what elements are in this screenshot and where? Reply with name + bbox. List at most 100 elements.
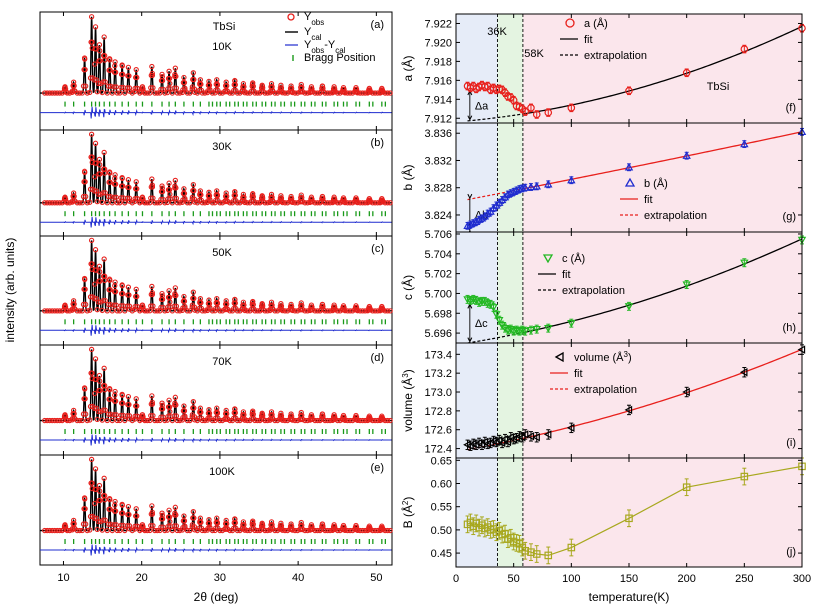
yobs-point bbox=[180, 415, 186, 421]
yobs-point bbox=[387, 308, 393, 314]
yobs-point bbox=[92, 356, 99, 362]
yobs-point bbox=[213, 525, 219, 531]
yobs-point bbox=[224, 415, 230, 422]
bragg-ticks bbox=[64, 539, 387, 544]
yobs-point bbox=[353, 304, 360, 311]
yobs-point bbox=[268, 519, 275, 525]
yobs-point bbox=[344, 200, 351, 206]
yobs-point bbox=[132, 413, 138, 419]
yobs-point bbox=[154, 90, 160, 96]
yobs-point bbox=[104, 90, 110, 96]
yobs-point bbox=[214, 81, 220, 87]
yobs-point bbox=[72, 415, 78, 422]
yobs-point bbox=[181, 513, 187, 519]
yobs-point bbox=[169, 308, 175, 314]
yobs-point bbox=[95, 518, 101, 525]
yobs-point bbox=[173, 303, 180, 309]
y-tick-label: 172.4 bbox=[424, 444, 452, 456]
y-axis-label: c (Å) bbox=[400, 275, 415, 300]
yobs-point bbox=[148, 85, 154, 91]
yobs-point bbox=[240, 519, 247, 525]
x-tick-label: 50 bbox=[508, 573, 520, 585]
yobs-point bbox=[71, 411, 77, 417]
yobs-point bbox=[83, 301, 89, 308]
yobs-point bbox=[117, 308, 123, 314]
yobs-point bbox=[114, 308, 120, 314]
yobs-point bbox=[207, 198, 213, 204]
yobs-point bbox=[140, 304, 146, 310]
yobs-point bbox=[93, 376, 99, 383]
yobs-point bbox=[232, 300, 238, 306]
param-panel-2: Δc 5.696 5.698 5.700 5.702 5.704 5.706 c (Å) (h)… bbox=[400, 229, 807, 344]
region-label-36k: 36K bbox=[487, 26, 507, 38]
y-tick-label: 0.50 bbox=[431, 525, 452, 537]
yobs-point bbox=[259, 82, 265, 88]
yobs-point bbox=[164, 199, 170, 206]
yobs-point bbox=[101, 34, 107, 40]
label-part: obs bbox=[311, 46, 324, 55]
yobs-point bbox=[374, 527, 381, 534]
yobs-point bbox=[111, 302, 117, 308]
yobs-point bbox=[372, 527, 378, 534]
yobs-point bbox=[299, 526, 306, 532]
yobs-point bbox=[112, 59, 118, 65]
yobs-point bbox=[224, 301, 230, 307]
yobs-point bbox=[92, 61, 98, 67]
data-point bbox=[567, 175, 576, 184]
data-point bbox=[518, 183, 527, 192]
yobs-point bbox=[154, 308, 160, 314]
yobs-point bbox=[113, 84, 119, 90]
y-tick-label: 172.8 bbox=[424, 406, 452, 418]
data-point bbox=[544, 108, 553, 117]
yobs-point bbox=[359, 527, 366, 534]
yobs-point bbox=[288, 523, 295, 529]
yobs-point bbox=[177, 308, 183, 314]
yobs-point bbox=[240, 299, 247, 305]
yobs-point bbox=[104, 200, 110, 206]
yobs-point bbox=[111, 84, 117, 90]
data-point bbox=[532, 110, 541, 119]
yobs-point bbox=[367, 89, 374, 95]
yobs-point bbox=[132, 88, 138, 95]
yobs-point bbox=[92, 466, 99, 472]
y-tick-label: 7.912 bbox=[424, 113, 452, 125]
yobs-point bbox=[100, 517, 106, 523]
yobs-point bbox=[166, 75, 173, 82]
data-point bbox=[624, 303, 634, 311]
yobs-point bbox=[198, 409, 204, 415]
yobs-point bbox=[198, 525, 205, 531]
yobs-point bbox=[77, 527, 83, 534]
yobs-point bbox=[384, 200, 391, 206]
yobs-point bbox=[100, 297, 106, 304]
yobs-point bbox=[269, 526, 276, 532]
yobs-point bbox=[112, 502, 118, 508]
yobs-point bbox=[198, 300, 204, 306]
yobs-point bbox=[353, 524, 360, 530]
yobs-point bbox=[214, 192, 220, 198]
yobs-point bbox=[109, 417, 115, 424]
yobs-point bbox=[298, 300, 304, 306]
yobs-point bbox=[344, 417, 351, 424]
yobs-point bbox=[196, 305, 202, 312]
yobs-point bbox=[109, 200, 115, 206]
yobs-point bbox=[182, 197, 188, 203]
yobs-point bbox=[107, 506, 113, 512]
yobs-point bbox=[309, 414, 315, 420]
yobs-point bbox=[52, 308, 58, 314]
yobs-point bbox=[289, 89, 295, 95]
yobs-point bbox=[104, 527, 110, 534]
yobs-point bbox=[134, 186, 140, 192]
yobs-point bbox=[112, 175, 118, 181]
yobs-point bbox=[233, 305, 239, 312]
yobs-point bbox=[320, 198, 327, 205]
yobs-point bbox=[114, 200, 120, 206]
yobs-point bbox=[213, 415, 219, 421]
yobs-point bbox=[148, 413, 154, 419]
yobs-point bbox=[95, 191, 101, 197]
yobs-point bbox=[189, 524, 195, 530]
yobs-point bbox=[118, 303, 124, 309]
yobs-point bbox=[251, 526, 257, 532]
yobs-point bbox=[84, 200, 90, 206]
yobs-point bbox=[132, 523, 138, 529]
yobs-point bbox=[159, 183, 165, 189]
